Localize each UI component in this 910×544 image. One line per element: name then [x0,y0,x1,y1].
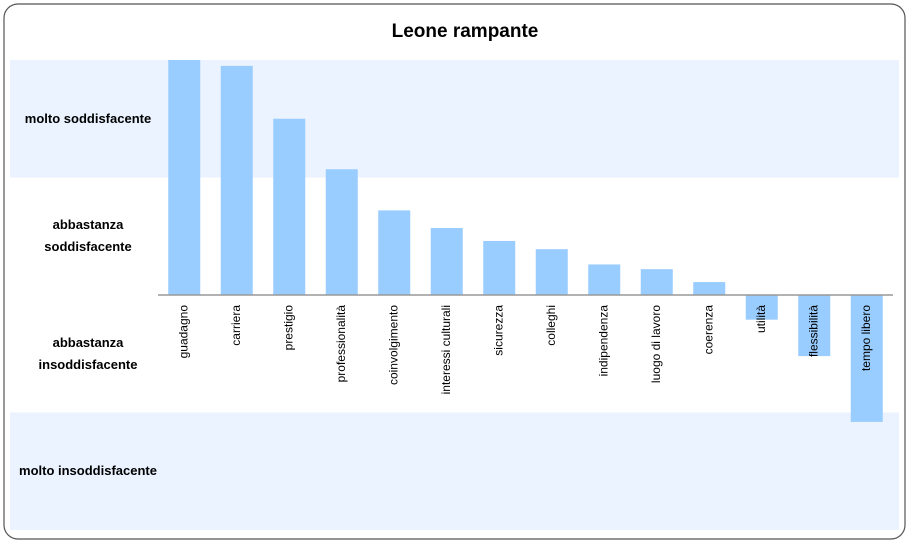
band [10,412,899,530]
band [10,60,899,178]
bar [378,210,411,295]
bar [273,118,306,295]
bar [798,295,831,357]
x-tick-label: tempo libero [859,305,873,371]
bar [588,264,621,295]
bar [430,228,463,295]
x-tick-label: colleghi [544,305,558,346]
x-tick-label: indipendenza [596,305,610,377]
y-tick-label: molto soddisfacente [24,110,152,126]
bar [220,65,253,295]
bar [325,169,358,295]
bar [693,282,726,295]
y-tick-label: abbastanza soddisfacente [44,217,132,255]
x-tick-label: sicurezza [491,305,505,356]
x-tick-label: flessibilità [806,305,820,357]
x-tick-label: coerenza [701,305,715,355]
bar [483,240,516,295]
x-tick-label: professionalità [334,305,348,383]
y-tick-label: abbastanza insoddisfacente [38,334,138,372]
bar [850,295,883,422]
bar [168,60,201,295]
x-tick-label: interessi culturali [439,305,453,394]
x-tick-label: luogo di lavoro [649,305,663,383]
bar [535,249,568,295]
x-tick-label: carriera [229,305,243,346]
y-tick-label: molto insoddisfacente [19,463,157,479]
bar [640,269,673,295]
bar [745,295,778,320]
x-tick-label: coinvolgimento [386,305,400,385]
x-tick-label: utilità [754,305,768,333]
chart-title: Leone rampante [392,21,539,42]
x-tick-label: prestigio [281,305,295,351]
x-tick-label: guadagno [176,305,190,359]
